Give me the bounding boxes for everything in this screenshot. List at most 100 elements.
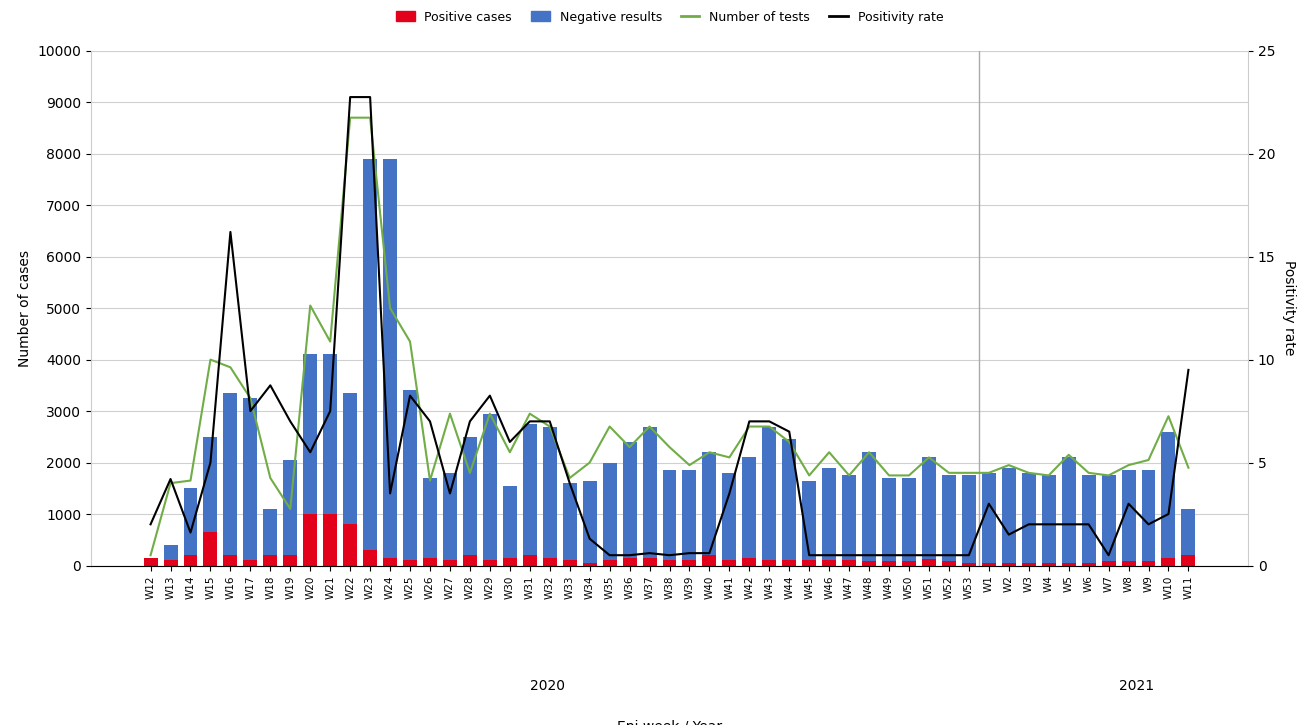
Bar: [523, 555, 537, 566]
Bar: [862, 561, 876, 566]
Bar: [482, 560, 497, 566]
Bar: [403, 560, 417, 566]
Bar: [1041, 476, 1056, 566]
Bar: [1182, 509, 1196, 566]
Bar: [363, 550, 377, 566]
Bar: [204, 532, 217, 566]
Bar: [283, 555, 298, 566]
Bar: [183, 489, 198, 566]
Bar: [1022, 563, 1036, 566]
Bar: [1041, 563, 1056, 566]
Text: 2020: 2020: [529, 679, 564, 693]
Bar: [702, 555, 716, 566]
Bar: [523, 424, 537, 566]
Bar: [942, 476, 956, 566]
Bar: [243, 560, 257, 566]
Bar: [762, 560, 776, 566]
Bar: [883, 561, 896, 566]
Bar: [982, 563, 996, 566]
Bar: [1122, 471, 1135, 566]
Bar: [603, 560, 616, 566]
Bar: [224, 393, 238, 566]
Text: 2021: 2021: [1119, 679, 1154, 693]
Bar: [682, 560, 697, 566]
Bar: [384, 159, 396, 566]
Bar: [982, 473, 996, 566]
Bar: [842, 560, 857, 566]
Bar: [343, 393, 358, 566]
Bar: [443, 473, 456, 566]
Bar: [164, 560, 178, 566]
Bar: [563, 483, 577, 566]
Bar: [1101, 476, 1115, 566]
Bar: [702, 452, 716, 566]
Bar: [962, 476, 976, 566]
Bar: [143, 558, 157, 566]
Bar: [1141, 561, 1156, 566]
Bar: [642, 558, 657, 566]
Bar: [1141, 471, 1156, 566]
Bar: [822, 560, 836, 566]
Bar: [1161, 558, 1175, 566]
Bar: [422, 558, 437, 566]
Bar: [303, 514, 317, 566]
Bar: [682, 471, 697, 566]
Bar: [663, 560, 676, 566]
Bar: [224, 555, 238, 566]
Bar: [503, 558, 517, 566]
Bar: [563, 560, 577, 566]
Bar: [343, 524, 358, 566]
Bar: [922, 457, 936, 566]
Bar: [324, 514, 337, 566]
Bar: [324, 355, 337, 566]
Bar: [942, 561, 956, 566]
Bar: [264, 555, 277, 566]
Bar: [822, 468, 836, 566]
Legend: Positive cases, Negative results, Number of tests, Positivity rate: Positive cases, Negative results, Number…: [391, 6, 948, 28]
Bar: [1082, 563, 1096, 566]
Bar: [1122, 561, 1135, 566]
Bar: [742, 558, 757, 566]
Bar: [264, 509, 277, 566]
Bar: [443, 560, 456, 566]
Bar: [642, 426, 657, 566]
Bar: [1002, 563, 1015, 566]
Bar: [1101, 561, 1115, 566]
Bar: [762, 426, 776, 566]
Y-axis label: Positivity rate: Positivity rate: [1282, 260, 1296, 356]
Bar: [1062, 563, 1075, 566]
Bar: [164, 545, 178, 566]
Bar: [883, 478, 896, 566]
Bar: [183, 555, 198, 566]
Bar: [283, 460, 298, 566]
Bar: [902, 478, 916, 566]
Bar: [623, 442, 637, 566]
Bar: [603, 463, 616, 566]
Bar: [1082, 476, 1096, 566]
Bar: [1062, 457, 1075, 566]
Bar: [802, 481, 816, 566]
Bar: [204, 436, 217, 566]
Bar: [862, 452, 876, 566]
Bar: [543, 558, 556, 566]
Bar: [623, 558, 637, 566]
Bar: [1161, 431, 1175, 566]
Bar: [742, 457, 757, 566]
Bar: [663, 471, 676, 566]
Bar: [143, 558, 157, 566]
Bar: [303, 355, 317, 566]
Bar: [422, 478, 437, 566]
Y-axis label: Number of cases: Number of cases: [18, 249, 31, 367]
Bar: [783, 439, 796, 566]
Text: Epi week / Year: Epi week / Year: [618, 720, 722, 725]
Bar: [842, 476, 857, 566]
Bar: [922, 559, 936, 566]
Bar: [482, 414, 497, 566]
Bar: [363, 159, 377, 566]
Bar: [962, 563, 976, 566]
Bar: [723, 473, 736, 566]
Bar: [1182, 555, 1196, 566]
Bar: [723, 560, 736, 566]
Bar: [802, 560, 816, 566]
Bar: [783, 560, 796, 566]
